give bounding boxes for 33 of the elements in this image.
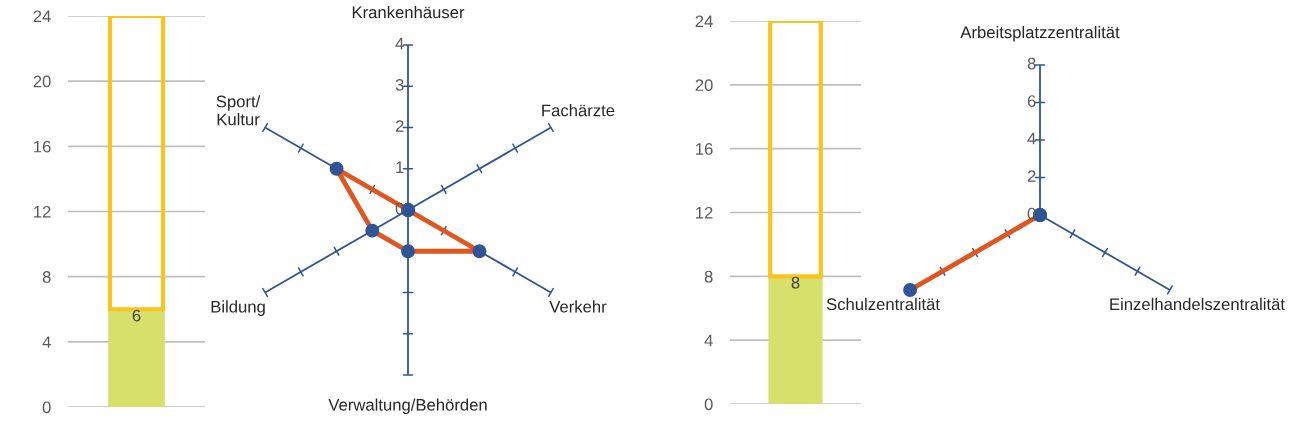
y-tick-label: 16 <box>696 143 713 155</box>
y-tick-label: 24 <box>33 10 51 23</box>
y-tick-label: 3 <box>395 78 404 91</box>
y-tick-label: 2 <box>1027 170 1036 182</box>
y-tick-label: 12 <box>696 206 713 219</box>
y-tick-label: 4 <box>395 37 404 50</box>
spoke-label: Verwaltung/Behörden <box>328 398 487 415</box>
data-label: 8 <box>791 276 800 289</box>
y-tick-label: 4 <box>1027 132 1036 145</box>
y-tick-label: 20 <box>33 75 51 88</box>
y-tick-label: 20 <box>695 79 713 92</box>
y-tick-label: 4 <box>42 336 51 348</box>
y-tick-label: 12 <box>34 205 51 218</box>
y-tick-label: 2 <box>395 120 404 132</box>
y-tick-label: 8 <box>704 270 713 283</box>
y-tick-label: 24 <box>695 15 713 28</box>
data-label: 6 <box>132 309 141 322</box>
spoke-label: Bildung <box>211 300 265 316</box>
spoke-label: Arbeitsplatzzentralität <box>960 25 1120 42</box>
spoke-label: Einzelhandelszentralität <box>1110 297 1285 311</box>
spoke-label: Krankenhäuser <box>352 5 465 19</box>
y-tick-label: 6 <box>1027 95 1036 107</box>
y-tick-label: 16 <box>34 140 51 153</box>
spoke-label: Fachärzte <box>542 104 615 117</box>
y-tick-label: 0 <box>704 398 713 411</box>
spoke-label: Schulzentralität <box>826 297 940 311</box>
y-tick-label: 1 <box>396 161 404 174</box>
y-tick-label: 4 <box>704 334 713 347</box>
y-tick-label: 8 <box>42 271 51 283</box>
spoke-label: Verkehr <box>549 300 607 313</box>
y-tick-label: 0 <box>42 401 51 414</box>
y-tick-label: 8 <box>1027 57 1036 70</box>
spoke-label: Sport/ Kultur <box>216 95 261 126</box>
